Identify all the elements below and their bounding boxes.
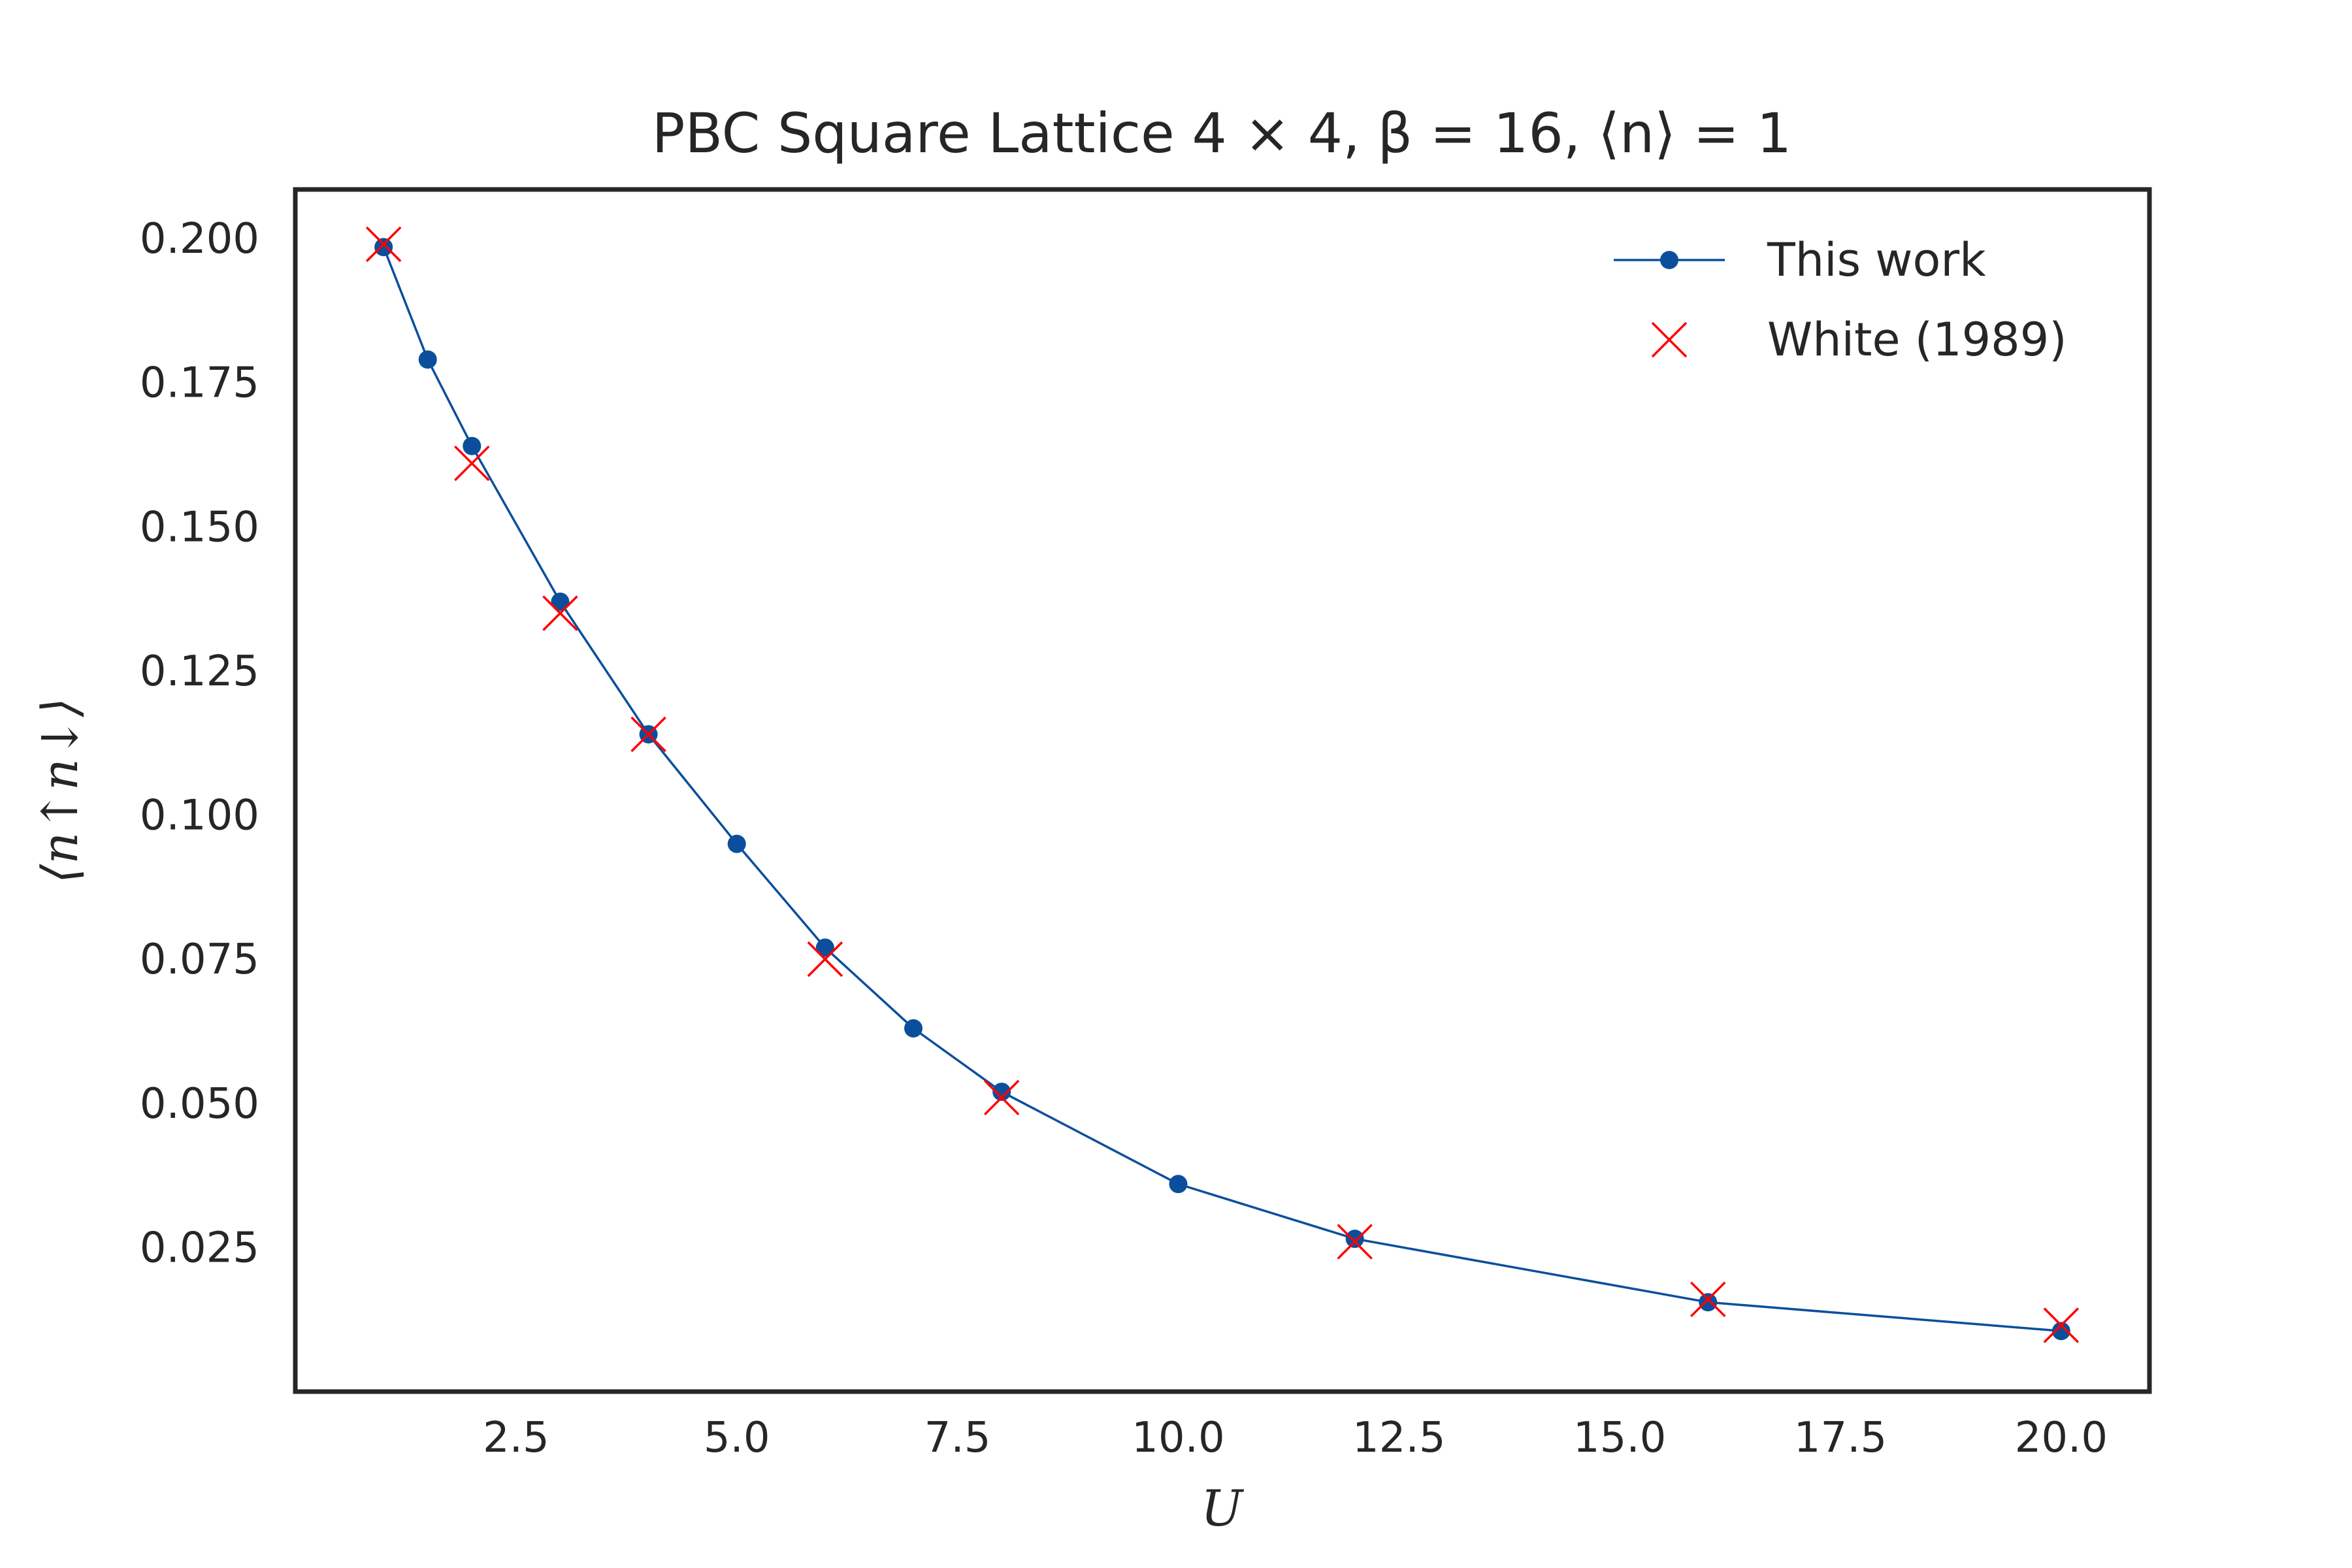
- y-tick-label: 0.100: [140, 792, 259, 840]
- legend-marker-white-1989: [1651, 321, 1688, 358]
- data-point-this-work: [418, 350, 437, 369]
- data-point-this-work: [904, 1019, 923, 1038]
- y-tick-label: 0.150: [140, 503, 259, 551]
- x-tick-label: 10.0: [1132, 1414, 1225, 1462]
- legend-marker-this-work: [1660, 251, 1678, 269]
- data-point-this-work: [815, 938, 834, 957]
- data-point-white-1989: [1690, 1281, 1726, 1318]
- data-point-this-work: [727, 834, 746, 853]
- x-tick-label: 5.0: [704, 1414, 770, 1462]
- y-tick-label: 0.125: [140, 647, 259, 696]
- data-point-white-1989: [983, 1079, 1020, 1116]
- x-tick-label: 7.5: [924, 1414, 991, 1462]
- data-point-white-1989: [542, 595, 578, 631]
- plot-frame: [293, 187, 2152, 1394]
- data-point-this-work: [551, 592, 570, 611]
- data-point-this-work: [2051, 1322, 2070, 1341]
- y-tick-label: 0.200: [140, 215, 259, 263]
- data-point-white-1989: [365, 226, 402, 263]
- x-tick-label: 20.0: [2015, 1414, 2108, 1462]
- data-point-white-1989: [2043, 1307, 2080, 1343]
- data-point-white-1989: [630, 716, 666, 753]
- y-tick-label: 0.050: [140, 1080, 259, 1128]
- data-point-white-1989: [1337, 1224, 1373, 1260]
- data-point-this-work: [463, 436, 482, 455]
- x-tick-label: 17.5: [1794, 1414, 1887, 1462]
- y-tick-label: 0.075: [140, 936, 259, 984]
- data-point-this-work: [1169, 1175, 1188, 1194]
- x-tick-label: 15.0: [1573, 1414, 1667, 1462]
- legend-label-white-1989: White (1989): [1767, 313, 2067, 367]
- legend: This work White (1989): [1614, 233, 2067, 367]
- data-point-this-work: [992, 1083, 1011, 1102]
- data-point-white-1989: [807, 941, 843, 977]
- x-tick-label: 12.5: [1352, 1414, 1446, 1462]
- x-tick-label: 2.5: [483, 1414, 549, 1462]
- y-axis-title: ⟨n↑n↓⟩: [31, 698, 89, 884]
- plot-area: 2.5 5.0 7.5 10.0 12.5 15.0 17.5 20.0 0.025 0.050 0…: [140, 187, 2152, 1462]
- y-tick-label: 0.025: [140, 1224, 259, 1272]
- chart-title: PBC Square Lattice 4 × 4, β = 16, ⟨n⟩ = …: [652, 101, 1791, 165]
- data-point-this-work: [1345, 1230, 1364, 1249]
- y-tick-label: 0.175: [140, 359, 259, 408]
- data-point-white-1989: [454, 445, 490, 482]
- x-axis-title: U: [1201, 1479, 1245, 1537]
- legend-label-this-work: This work: [1767, 233, 1986, 287]
- data-point-this-work: [374, 238, 393, 257]
- data-point-this-work: [1699, 1293, 1718, 1312]
